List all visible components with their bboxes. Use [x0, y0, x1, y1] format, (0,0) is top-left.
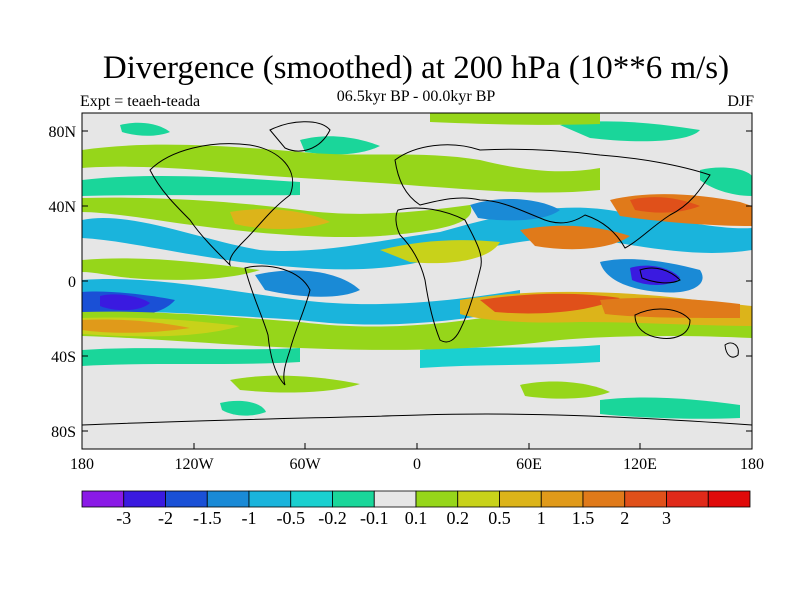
colorbar-swatch [332, 490, 375, 508]
colorbar-label: 0.1 [405, 508, 428, 528]
colorbar-swatch [248, 490, 292, 508]
colorbar-swatch [373, 490, 417, 508]
colorbar-label: 1 [537, 508, 546, 528]
colorbar-swatch [457, 490, 500, 508]
experiment-label: Expt = teaeh-teada [80, 93, 201, 110]
lon-label: 120W [174, 456, 214, 473]
plot-title: Divergence (smoothed) at 200 hPa (10**6 … [102, 50, 730, 86]
colorbar: -3 -2 -1.5 -1 -0.5 -0.2 -0.1 0.1 0.2 0.5 1 1.5 2 3 [81, 490, 751, 528]
period-label: 06.5kyr BP - 00.0kyr BP [336, 88, 496, 105]
lon-label: 60W [289, 456, 321, 473]
lon-label: 180 [740, 456, 764, 473]
colorbar-label: 0.5 [488, 508, 511, 528]
colorbar-label: -1 [242, 508, 257, 528]
lon-label: 0 [413, 456, 421, 473]
colorbar-swatch [415, 490, 459, 508]
colorbar-label: -3 [116, 508, 131, 528]
colorbar-swatch [499, 490, 542, 508]
lat-label: 40S [51, 349, 76, 366]
colorbar-swatch [123, 490, 166, 508]
colorbar-label: -0.5 [277, 508, 306, 528]
colorbar-label: -0.2 [318, 508, 347, 528]
lon-label: 120E [623, 456, 657, 473]
colorbar-swatch [81, 490, 125, 508]
colorbar-swatch [624, 490, 667, 508]
colorbar-swatch [165, 490, 208, 508]
colorbar-swatch [707, 490, 751, 508]
colorbar-swatch [540, 490, 584, 508]
colorbar-label: 0.2 [447, 508, 470, 528]
lat-label: 40N [48, 199, 76, 216]
colorbar-label: -1.5 [193, 508, 222, 528]
lat-label: 80S [51, 424, 76, 441]
coastlines [82, 121, 752, 426]
lon-label: 180 [70, 456, 94, 473]
colorbar-swatch [582, 490, 626, 508]
colorbar-label: 3 [662, 508, 671, 528]
colorbar-label: -0.1 [360, 508, 389, 528]
divergence-field [82, 113, 752, 419]
lat-label: 80N [48, 124, 76, 141]
colorbar-label: 1.5 [572, 508, 595, 528]
lat-label: 0 [68, 274, 76, 291]
colorbar-swatch [666, 490, 709, 508]
colorbar-swatch [206, 490, 250, 508]
lon-ticks [81, 443, 753, 449]
lat-ticks [82, 130, 752, 432]
season-label: DJF [727, 93, 754, 110]
colorbar-swatch [290, 490, 333, 508]
lon-label: 60E [516, 456, 542, 473]
colorbar-label: 2 [620, 508, 629, 528]
colorbar-label: -2 [158, 508, 173, 528]
